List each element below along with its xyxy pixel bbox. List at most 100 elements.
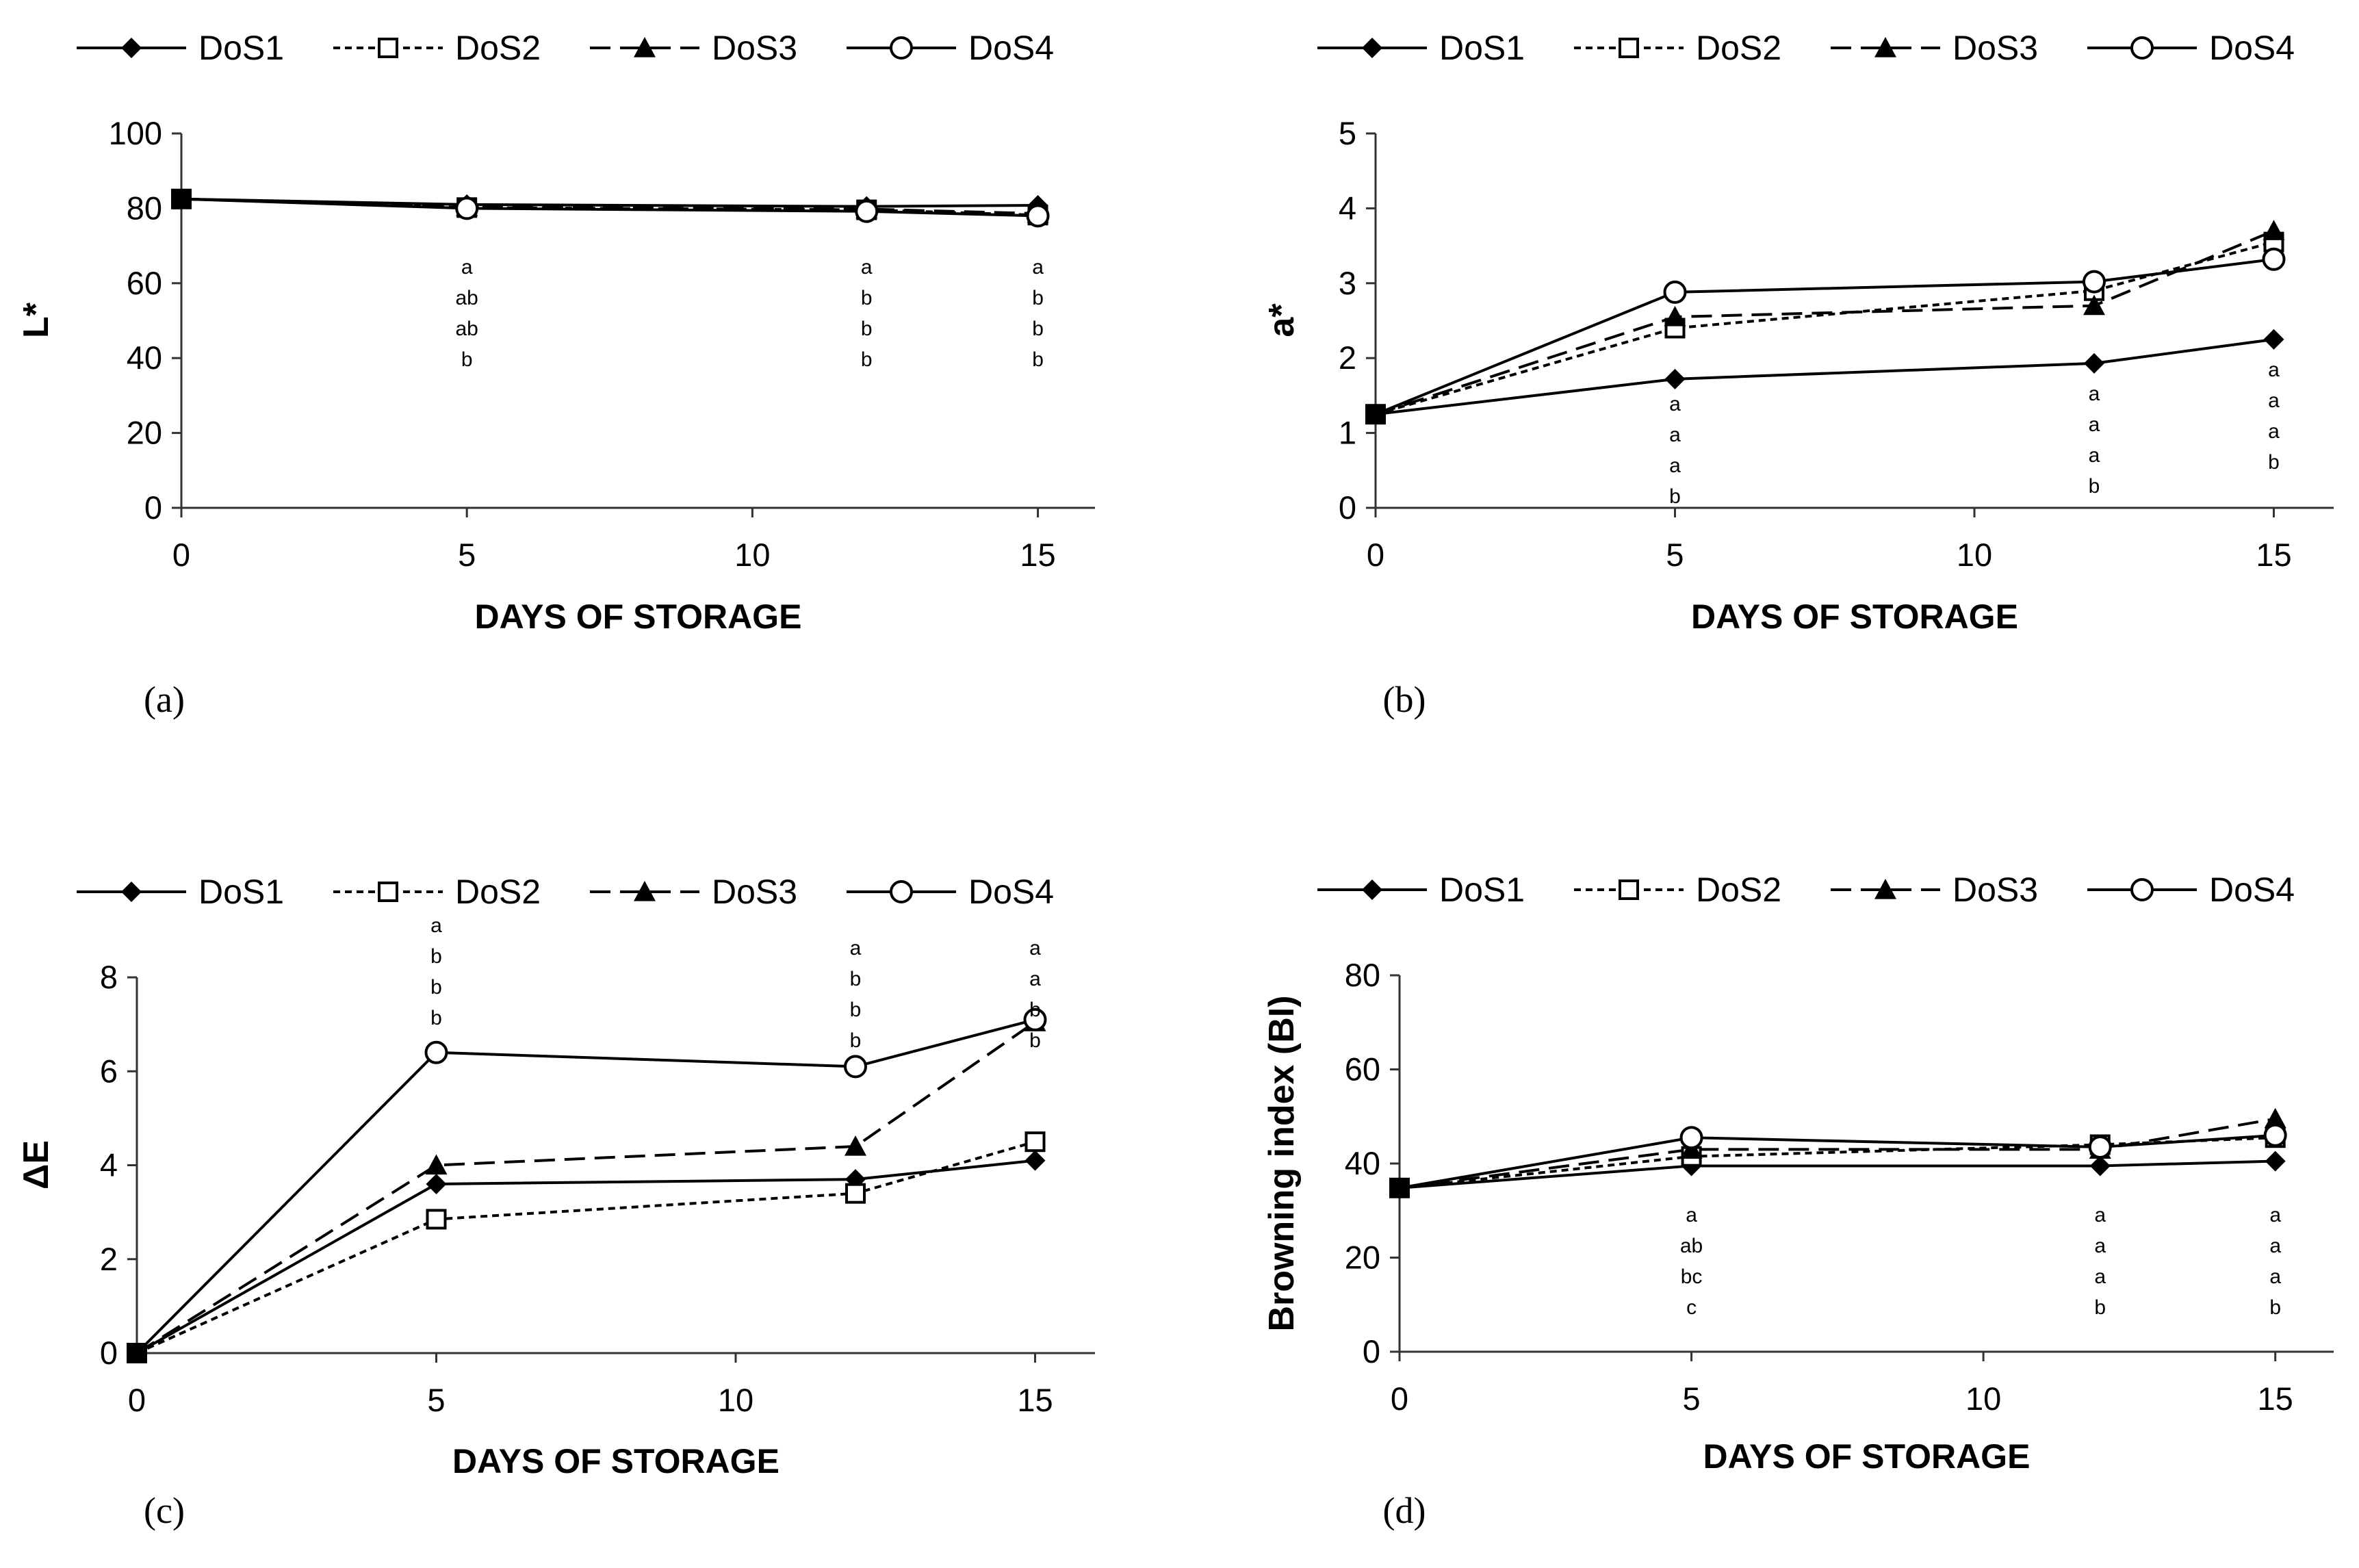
significance-letter: b — [850, 999, 862, 1021]
x-tick-label: 5 — [1666, 537, 1684, 573]
series-line-dos1 — [1375, 337, 2274, 416]
data-point-dos3 — [845, 1135, 866, 1156]
significance-letter: b — [2268, 451, 2280, 474]
significance-letter: a — [2094, 1265, 2106, 1288]
significance-letter: bc — [1681, 1265, 1703, 1288]
legend-label-dos2: DoS2 — [455, 873, 541, 911]
y-tick-label: 60 — [1345, 1051, 1380, 1088]
legend-marker-dos4 — [890, 36, 913, 60]
y-tick-label: 4 — [1339, 190, 1356, 226]
x-tick-label: 0 — [128, 1382, 146, 1418]
significance-letter: b — [1029, 1029, 1041, 1052]
x-axis-label: DAYS OF STORAGE — [1691, 597, 2018, 636]
chart-panel-1: DoS1 DoS2 DoS3 DoS4 0 20 40 60 80 100 0 5 10 15 DAYS O… — [16, 29, 1095, 720]
legend-label-dos2: DoS2 — [1696, 29, 1781, 67]
data-point-origin — [1365, 404, 1386, 425]
significance-letter: ab — [456, 287, 478, 309]
legend-label-dos3: DoS3 — [712, 29, 797, 67]
data-point-dos3 — [2264, 1107, 2286, 1129]
significance-letter: b — [1032, 287, 1044, 309]
legend-marker-dos2 — [1619, 879, 1639, 900]
significance-letter: a — [2089, 383, 2100, 405]
significance-letter: b — [430, 976, 442, 999]
legend-marker-dos2 — [1619, 38, 1639, 58]
series-line-dos3 — [1399, 1117, 2276, 1190]
legend-label-dos3: DoS3 — [1952, 871, 2038, 909]
significance-letter: b — [861, 287, 873, 309]
data-point-dos4 — [2083, 270, 2106, 294]
legend-marker-dos3 — [1874, 879, 1896, 899]
legend-marker-dos4 — [890, 880, 913, 903]
series-line-dos4 — [136, 1018, 1036, 1354]
series-line-dos2 — [136, 1140, 1036, 1354]
series-line-dos4 — [181, 197, 1038, 218]
data-point-dos1 — [2263, 329, 2284, 350]
x-axis-label: DAYS OF STORAGE — [475, 597, 802, 636]
x-tick-label: 15 — [1020, 537, 1055, 573]
x-axis-label: DAYS OF STORAGE — [452, 1442, 779, 1480]
chart-panel-3: DoS1 DoS2 DoS3 DoS4 0 2 4 6 8 0 5 10 15 DAYS OF STORA… — [16, 873, 1095, 1531]
significance-letter: b — [1029, 999, 1041, 1021]
legend-label-dos2: DoS2 — [1696, 871, 1781, 909]
series-line-dos4 — [1375, 257, 2274, 416]
significance-letter: a — [861, 256, 873, 279]
legend-marker-dos4 — [2130, 36, 2154, 60]
panel-caption: (b) — [1383, 679, 1426, 720]
data-point-dos1 — [426, 1173, 447, 1194]
y-tick-label: 40 — [1345, 1145, 1380, 1181]
data-point-origin — [1389, 1177, 1410, 1198]
legend-label-dos1: DoS1 — [1439, 871, 1525, 909]
series-line-dos1 — [1399, 1159, 2276, 1190]
data-point-dos4 — [2263, 1123, 2287, 1147]
y-tick-label: 80 — [127, 190, 162, 226]
data-point-dos4 — [2088, 1135, 2112, 1159]
legend-marker-dos1 — [1362, 879, 1382, 900]
significance-letter: a — [2268, 389, 2280, 412]
x-tick-label: 10 — [718, 1382, 753, 1418]
significance-letter: b — [1032, 318, 1044, 340]
x-tick-label: 15 — [2256, 537, 2291, 573]
significance-letter: a — [2268, 420, 2280, 443]
data-point-dos2 — [845, 1183, 866, 1204]
y-tick-label: 1 — [1339, 415, 1356, 451]
data-point-dos4 — [1663, 280, 1687, 304]
significance-letter: b — [861, 318, 873, 340]
x-tick-label: 5 — [458, 537, 476, 573]
y-tick-label: 8 — [100, 959, 118, 995]
significance-letter: b — [430, 1007, 442, 1029]
significance-letter: a — [1029, 937, 1041, 960]
y-axis-label: ΔE — [16, 1140, 56, 1190]
significance-letter: a — [1669, 424, 1681, 446]
data-point-dos3 — [425, 1154, 448, 1175]
y-tick-label: 0 — [1363, 1333, 1380, 1370]
panel-caption: (a) — [144, 679, 185, 720]
data-point-dos4 — [424, 1040, 448, 1064]
series-line-dos1 — [136, 1159, 1035, 1354]
legend-marker-dos1 — [1362, 38, 1382, 58]
significance-letter: b — [2094, 1296, 2106, 1319]
legend-label-dos3: DoS3 — [712, 873, 797, 911]
data-point-dos4 — [855, 199, 879, 223]
y-tick-label: 6 — [100, 1053, 118, 1089]
legend-label-dos3: DoS3 — [1952, 29, 2038, 67]
significance-letter: ab — [456, 318, 478, 340]
y-tick-label: 80 — [1345, 957, 1380, 993]
significance-letter: a — [2269, 1235, 2281, 1257]
legend-marker-dos3 — [1874, 37, 1896, 57]
legend-label-dos4: DoS4 — [2209, 871, 2295, 909]
y-tick-label: 20 — [1345, 1239, 1380, 1276]
y-tick-label: 4 — [100, 1147, 118, 1183]
y-tick-label: 100 — [109, 115, 162, 151]
y-tick-label: 2 — [100, 1241, 118, 1277]
series-line-dos2 — [1375, 240, 2275, 416]
significance-letter: b — [1032, 348, 1044, 371]
y-tick-label: 0 — [144, 489, 162, 526]
data-point-dos4 — [2262, 247, 2286, 271]
legend-marker-dos4 — [2130, 878, 2154, 901]
significance-letter: b — [850, 968, 862, 990]
significance-letter: a — [1686, 1204, 1697, 1226]
y-tick-label: 60 — [127, 265, 162, 301]
y-tick-label: 0 — [1339, 489, 1356, 526]
y-axis-label: Browning index (BI) — [1262, 995, 1302, 1331]
series-line-dos3 — [1375, 229, 2275, 416]
